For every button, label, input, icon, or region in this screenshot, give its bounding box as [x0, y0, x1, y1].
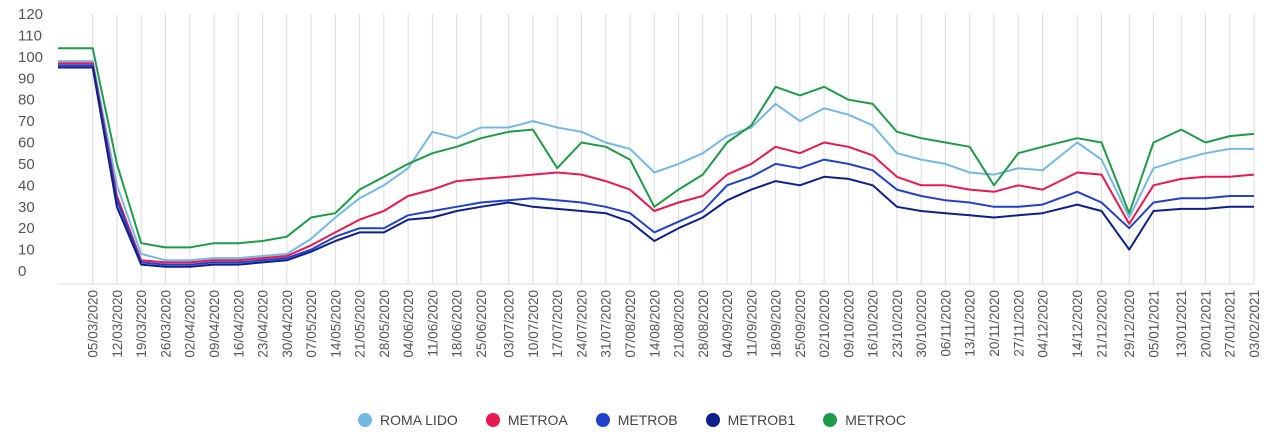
legend-item[interactable]: METROB1	[705, 412, 796, 428]
x-tick-label: 13/01/2021	[1174, 290, 1189, 358]
x-tick-label: 26/03/2020	[158, 290, 173, 358]
x-tick-label: 02/04/2020	[183, 290, 198, 358]
x-tick-label: 09/10/2020	[841, 290, 856, 358]
x-tick-label: 18/09/2020	[769, 290, 784, 358]
series-line-metroa	[58, 62, 1255, 264]
y-tick-label: 70	[18, 113, 35, 130]
series-line-metrob	[58, 64, 1254, 266]
x-tick-label: 29/12/2020	[1122, 290, 1137, 358]
x-tick-label: 16/10/2020	[866, 290, 881, 358]
x-tick-label: 18/06/2020	[450, 290, 465, 358]
legend-label: METROB1	[727, 412, 796, 428]
x-tick-label: 09/04/2020	[207, 290, 222, 358]
y-tick-label: 20	[18, 220, 35, 237]
legend-label: METROB	[617, 412, 678, 428]
y-tick-label: 50	[18, 156, 35, 173]
x-tick-label: 03/07/2020	[502, 290, 517, 358]
x-tick-label: 07/08/2020	[623, 290, 638, 358]
x-tick-label: 21/12/2020	[1094, 290, 1109, 358]
x-tick-label: 23/04/2020	[256, 290, 271, 358]
x-tick-label: 14/08/2020	[647, 290, 662, 358]
x-tick-label: 25/06/2020	[474, 290, 489, 358]
y-axis: 0 10 20 30 40 50 60 70 80 90 100 110 120	[18, 6, 43, 280]
legend-label: METROA	[507, 412, 568, 428]
x-tick-label: 03/02/2021	[1247, 290, 1262, 358]
x-tick-label: 10/07/2020	[526, 290, 541, 358]
x-tick-label: 21/08/2020	[672, 290, 687, 358]
x-tick-label: 11/09/2020	[744, 290, 759, 357]
series-line-metrob1	[58, 66, 1254, 268]
x-axis: 05/03/2020 12/03/2020 19/03/2020 26/03/2020…	[86, 290, 1262, 358]
legend-swatch	[595, 413, 610, 427]
y-tick-label: 30	[18, 199, 35, 216]
x-tick-label: 25/09/2020	[793, 290, 808, 358]
x-tick-label: 04/09/2020	[720, 290, 735, 358]
legend-swatch	[485, 413, 500, 427]
x-tick-label: 30/04/2020	[280, 290, 295, 358]
x-tick-label: 14/12/2020	[1070, 290, 1085, 358]
x-tick-label: 04/06/2020	[401, 290, 416, 358]
x-tick-label: 06/11/2020	[938, 290, 953, 357]
x-tick-label: 30/10/2020	[914, 290, 929, 358]
x-tick-label: 04/12/2020	[1036, 290, 1051, 358]
x-tick-label: 20/11/2020	[987, 290, 1002, 357]
x-tick-label: 12/03/2020	[110, 290, 125, 358]
y-tick-label: 110	[18, 27, 42, 44]
x-tick-label: 19/03/2020	[134, 290, 149, 358]
x-tick-label: 23/10/2020	[890, 290, 905, 358]
series-line-metroc	[58, 47, 1255, 249]
chart-grid	[58, 14, 1255, 285]
x-tick-label: 07/05/2020	[304, 290, 319, 358]
legend-item[interactable]: METROC	[823, 412, 906, 428]
y-tick-label: 0	[18, 263, 26, 280]
x-tick-label: 28/05/2020	[377, 290, 392, 358]
x-tick-label: 13/11/2020	[963, 290, 978, 357]
series-line-roma-lido	[58, 60, 1254, 262]
x-tick-label: 28/08/2020	[696, 290, 711, 358]
y-tick-label: 40	[18, 177, 35, 194]
x-tick-label: 02/10/2020	[817, 290, 832, 358]
y-tick-label: 120	[18, 6, 43, 23]
y-tick-label: 10	[18, 242, 35, 259]
x-tick-label: 27/01/2021	[1223, 290, 1238, 358]
legend-item[interactable]: ROMA LIDO	[358, 412, 458, 428]
y-tick-label: 90	[18, 70, 35, 87]
x-tick-label: 20/01/2021	[1198, 290, 1213, 358]
chart-series-lines	[58, 47, 1255, 268]
legend-swatch	[705, 413, 720, 427]
x-tick-label: 16/04/2020	[231, 290, 246, 358]
x-tick-label: 14/05/2020	[328, 290, 343, 358]
legend-label: METROC	[845, 412, 906, 428]
x-tick-label: 21/05/2020	[353, 290, 368, 358]
legend-item[interactable]: METROA	[485, 412, 568, 428]
legend-swatch	[358, 413, 373, 427]
y-tick-label: 80	[18, 92, 35, 109]
legend-item[interactable]: METROB	[595, 412, 678, 428]
legend-label: ROMA LIDO	[380, 412, 458, 428]
x-tick-label: 27/11/2020	[1011, 290, 1026, 357]
x-tick-label: 11/06/2020	[425, 290, 440, 357]
x-tick-label: 24/07/2020	[574, 290, 589, 358]
chart-legend: ROMA LIDO METROA METROB METROB1 METROC	[0, 412, 1264, 428]
x-tick-label: 31/07/2020	[599, 290, 614, 358]
y-tick-label: 100	[18, 49, 43, 66]
legend-swatch	[823, 413, 838, 427]
y-tick-label: 60	[18, 135, 35, 152]
x-tick-label: 17/07/2020	[550, 290, 565, 358]
x-tick-label: 05/01/2021	[1146, 290, 1161, 358]
x-tick-label: 05/03/2020	[86, 290, 101, 358]
